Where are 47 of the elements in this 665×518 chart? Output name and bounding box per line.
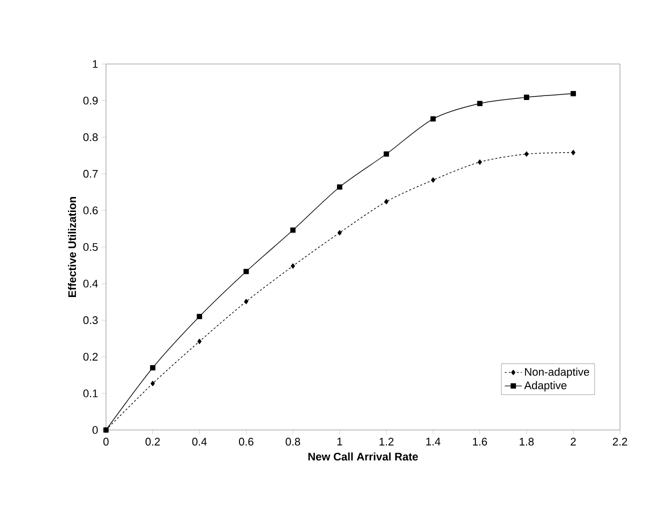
- x-tick-label: 1: [337, 438, 342, 446]
- point: [150, 380, 155, 386]
- point: [570, 90, 576, 96]
- point: [150, 365, 156, 370]
- point: [197, 338, 202, 344]
- y-tick-label: 0.7: [83, 170, 98, 178]
- x-tick-label: 2: [570, 438, 576, 446]
- point: [290, 228, 296, 233]
- y-tick-label: 0: [92, 426, 98, 434]
- x-axis-title: New Call Arrival Rate: [308, 452, 418, 461]
- y-tick-label: 0.2: [83, 352, 98, 361]
- point: [524, 151, 529, 157]
- x-tick-label: 1.4: [426, 438, 440, 446]
- y-tick-label: 1: [92, 60, 98, 68]
- point: [384, 151, 390, 157]
- point: [524, 94, 530, 100]
- x-tick-label: 0.4: [192, 438, 207, 446]
- point: [244, 268, 249, 274]
- y-tick-label: 0.1: [83, 390, 98, 398]
- point: [338, 230, 342, 236]
- x-tick-label: 0: [103, 438, 109, 446]
- point: [244, 298, 248, 304]
- y-tick-label: 0.8: [83, 133, 98, 142]
- y-axis-title: Effective Utilization: [68, 196, 76, 297]
- y-tick-label: 0.9: [83, 96, 98, 104]
- x-tick-label: 1.8: [520, 438, 534, 446]
- point: [477, 100, 482, 106]
- point: [196, 314, 202, 320]
- y-tick-label: 0.3: [83, 316, 98, 324]
- point: [571, 150, 576, 156]
- x-tick-label: 1.2: [380, 438, 394, 446]
- x-tick-label: 0.8: [286, 438, 300, 446]
- y-tick-label: 0.5: [83, 243, 98, 251]
- legend-label: Non-adaptive: [525, 368, 590, 378]
- point: [431, 177, 436, 183]
- x-tick-label: 2.2: [612, 438, 628, 446]
- x-tick-label: 1.6: [473, 438, 487, 446]
- point: [336, 184, 342, 190]
- y-tick-label: 0.4: [83, 280, 98, 288]
- point: [430, 116, 436, 122]
- legend-label: Adaptive: [524, 381, 566, 392]
- y-tick-label: 0.6: [83, 206, 98, 214]
- x-tick-label: 0.6: [238, 438, 254, 446]
- point: [384, 198, 388, 204]
- point: [478, 159, 482, 165]
- point: [290, 263, 295, 269]
- x-tick-label: 0.2: [146, 438, 160, 446]
